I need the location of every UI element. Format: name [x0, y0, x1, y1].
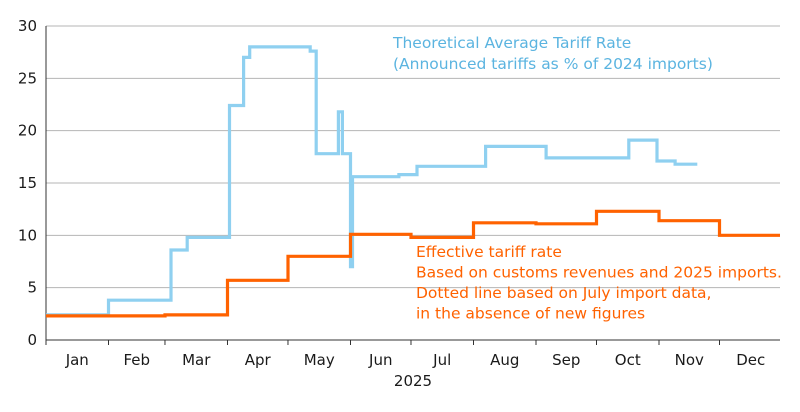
annotation-effective: Dotted line based on July import data, [416, 284, 711, 302]
x-tick-label: Aug [490, 351, 519, 369]
y-tick-label: 10 [18, 226, 37, 244]
x-tick-label: May [304, 351, 335, 369]
y-tick-label: 20 [18, 122, 37, 140]
annotation-effective: Effective tariff rate [416, 243, 562, 261]
y-tick-label: 30 [18, 17, 37, 35]
y-axis: 0 5 10 15 20 25 30 [18, 17, 37, 349]
annotation-theoretical: (Announced tariffs as % of 2024 imports) [393, 55, 713, 73]
series-line-theoretical [46, 45, 698, 317]
x-tick-label: Oct [615, 351, 641, 369]
x-tick-label: Dec [736, 351, 765, 369]
x-tick-label: Jul [432, 351, 451, 369]
annotation-effective: Based on customs revenues and 2025 impor… [416, 264, 782, 282]
x-tick-label: Jan [65, 351, 89, 369]
x-tick-label: Nov [675, 351, 704, 369]
x-tick-label: Feb [123, 351, 150, 369]
y-tick-label: 5 [27, 279, 37, 297]
y-tick-label: 25 [18, 69, 37, 87]
series-lines [46, 45, 780, 318]
x-tick-label: Apr [245, 351, 272, 369]
x-tick-label: Mar [182, 351, 211, 369]
x-axis-title: 2025 [394, 372, 432, 390]
annotation-effective: in the absence of new figures [416, 305, 645, 323]
x-tick-label: Sep [552, 351, 580, 369]
x-axis: Jan Feb Mar Apr May Jun Jul Aug Sep Oct Nov Dec 2025 [45, 26, 780, 390]
annotations: Theoretical Average Tariff Rate (Announce… [392, 34, 782, 323]
annotation-theoretical: Theoretical Average Tariff Rate [392, 34, 631, 52]
y-tick-label: 15 [18, 174, 37, 192]
series-line-effective [46, 209, 780, 318]
gridlines [46, 25, 780, 341]
x-tick-label: Jun [368, 351, 392, 369]
y-tick-label: 0 [27, 331, 37, 349]
